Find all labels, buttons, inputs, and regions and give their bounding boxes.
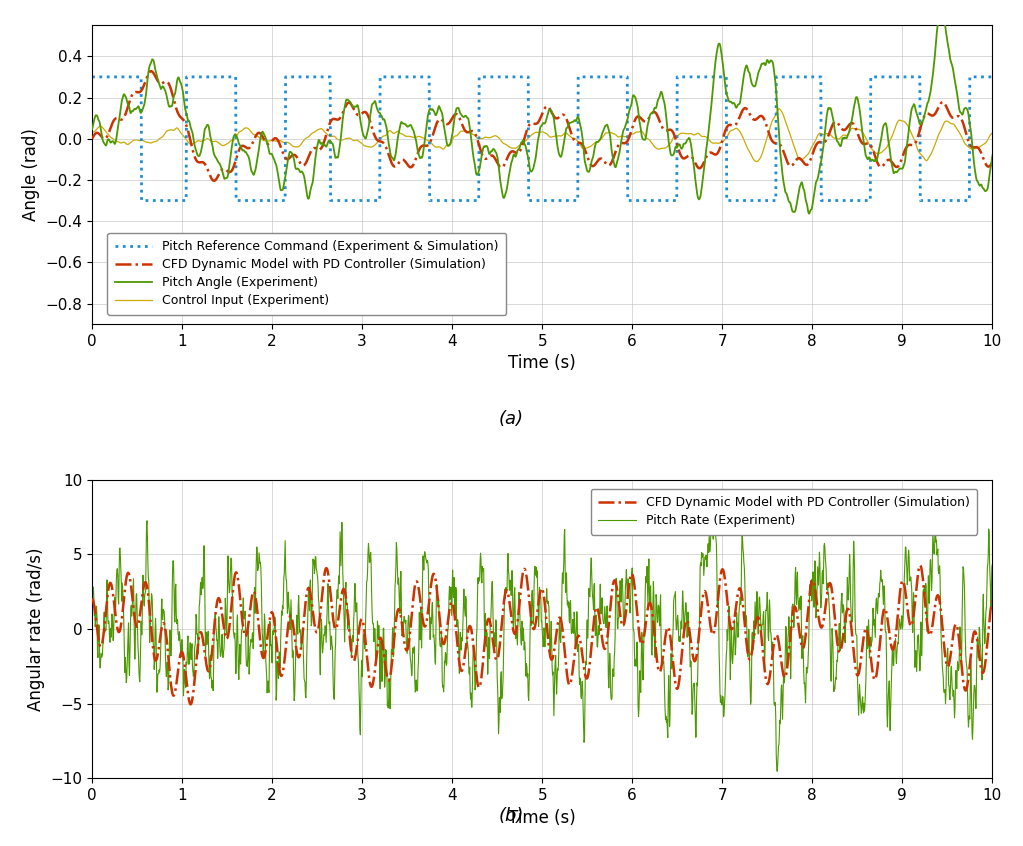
Text: (b): (b) (499, 807, 524, 825)
Y-axis label: Angular rate (rad/s): Angular rate (rad/s) (27, 547, 45, 711)
Legend: CFD Dynamic Model with PD Controller (Simulation), Pitch Rate (Experiment): CFD Dynamic Model with PD Controller (Si… (590, 489, 977, 535)
X-axis label: Time (s): Time (s) (508, 354, 576, 372)
Text: (a): (a) (499, 410, 524, 428)
Legend: Pitch Reference Command (Experiment & Simulation), CFD Dynamic Model with PD Con: Pitch Reference Command (Experiment & Si… (107, 233, 506, 315)
X-axis label: Time (s): Time (s) (508, 809, 576, 827)
Y-axis label: Angle (rad): Angle (rad) (21, 129, 40, 221)
